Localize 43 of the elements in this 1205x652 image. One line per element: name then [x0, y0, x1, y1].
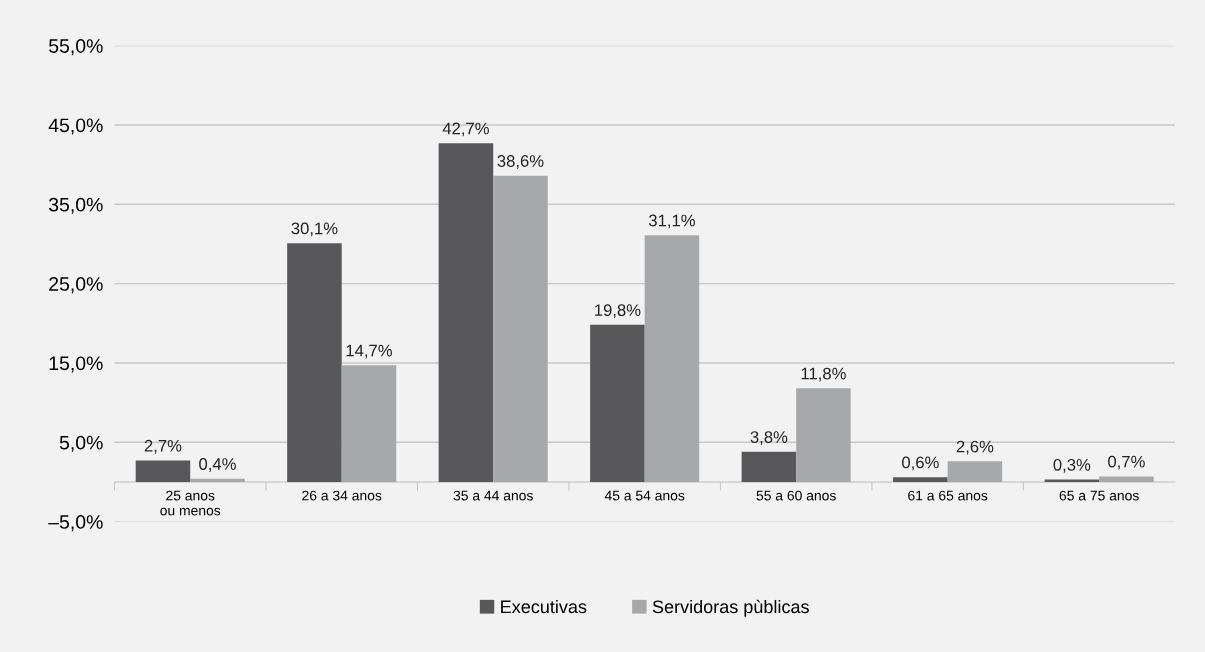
data-label: 19,8% [595, 304, 641, 318]
data-label: 0,3% [1053, 458, 1091, 473]
data-label: 2,7% [144, 439, 182, 454]
y-tick-label: 55,0% [49, 39, 103, 56]
bar [741, 451, 797, 482]
x-tick-label: 65 a 75 anos [1059, 490, 1139, 501]
bar [947, 461, 1003, 482]
data-label: 42,7% [442, 122, 489, 137]
y-tick-label: 15,0% [49, 356, 103, 373]
data-label: 30,1% [291, 222, 338, 237]
bar [493, 175, 548, 482]
bar [893, 477, 948, 482]
data-label: 3,8% [750, 431, 788, 445]
y-tick-label: 35,0% [48, 197, 103, 214]
legend-label: Servidoras pùblicas [652, 599, 809, 617]
bar [796, 388, 851, 482]
bar [341, 365, 397, 482]
data-label: 38,6% [497, 155, 544, 169]
bar [438, 143, 494, 482]
bar [1099, 476, 1154, 482]
x-tick-label: 45 a 54 anos [604, 490, 685, 501]
data-label: 0,7% [1108, 455, 1145, 470]
data-label: 11,8% [801, 367, 846, 382]
bar [287, 243, 342, 482]
y-tick-label: 5,0% [59, 435, 103, 452]
x-tick-label: 26 a 34 anos [302, 490, 382, 501]
data-label: 0,6% [902, 456, 939, 471]
y-tick-label: –5,0% [48, 515, 103, 532]
x-tick-label: 61 a 65 anos [908, 490, 988, 501]
bar [135, 460, 191, 482]
x-tick-label: 55 a 60 anos [756, 490, 836, 501]
y-tick-label: 45,0% [48, 118, 103, 135]
legend-label: Executivas [501, 599, 587, 614]
bar [590, 324, 645, 482]
x-tick-label: 25 anos ou menos [160, 490, 221, 516]
data-label: 0,4% [199, 458, 236, 472]
data-label: 2,6% [956, 440, 994, 455]
data-label: 14,7% [346, 344, 393, 359]
bar [644, 235, 700, 482]
bar [190, 478, 245, 482]
y-tick-label: 25,0% [49, 277, 103, 294]
data-label: 31,1% [648, 214, 695, 229]
x-tick-label: 35 a 44 anos [453, 490, 533, 501]
